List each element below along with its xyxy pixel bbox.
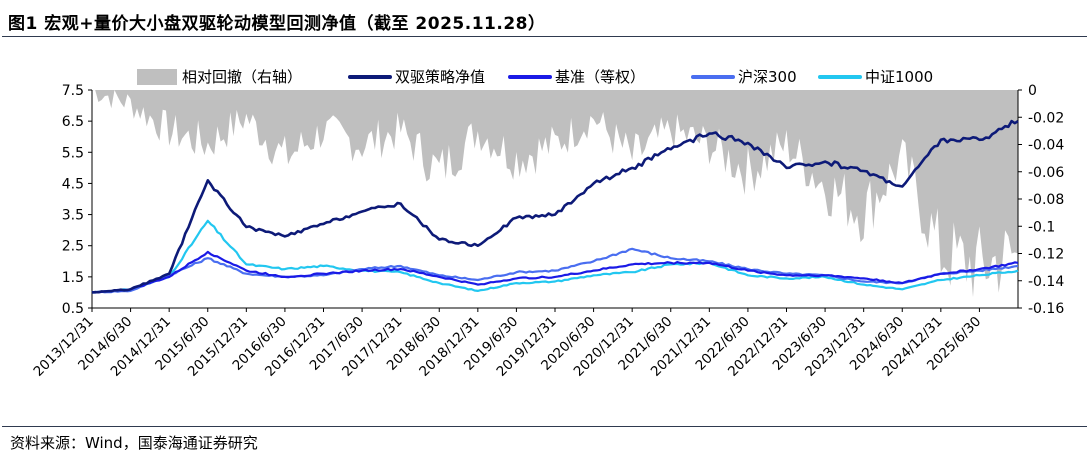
legend-label-0: 相对回撤（右轴） <box>182 68 302 86</box>
y-left-tick-label: 6.5 <box>62 114 84 130</box>
y-right-tick-label: -0.12 <box>1028 247 1064 263</box>
series-line-2 <box>91 250 1019 294</box>
y-left-tick-label: 4.5 <box>62 176 84 192</box>
figure-title: 图1 宏观+量价大小盘双驱轮动模型回测净值（截至 2025.11.28） <box>8 9 545 34</box>
chart: 0.5 1.5 2.5 3.5 4.5 5.5 6.5 7.5 -0.16 -0.14 -0.12 -… <box>30 68 1064 380</box>
footer-divider <box>2 426 1087 427</box>
y-left-tick-label: 3.5 <box>62 208 84 224</box>
y-right-tick-label: -0.08 <box>1028 192 1064 208</box>
y-left-tick-label: 0.5 <box>62 301 84 317</box>
legend-label-1: 双驱策略净值 <box>395 68 485 86</box>
header-divider <box>2 36 1087 37</box>
legend-label-2: 基准（等权） <box>555 68 645 86</box>
series-line-3 <box>91 119 1019 294</box>
legend-swatch-drawdown <box>137 69 177 85</box>
drawdown-area-layer <box>92 90 1018 298</box>
y-left-tick-label: 7.5 <box>62 83 84 99</box>
legend-label-3: 沪深300 <box>738 68 797 86</box>
legend: 相对回撤（右轴） 双驱策略净值 基准（等权） 沪深300 中证1000 <box>137 68 933 86</box>
y-right-tick-label: -0.04 <box>1028 138 1064 154</box>
y-right-tick-label: -0.16 <box>1028 301 1064 317</box>
series-line-0 <box>91 219 1019 294</box>
y-right-tick-label: -0.14 <box>1028 274 1064 290</box>
series-lines <box>91 119 1019 294</box>
figure-title-label: 图1 <box>8 14 38 34</box>
y-right-tick-label: -0.06 <box>1028 165 1064 181</box>
series-line-1 <box>91 247 1019 294</box>
figure-source: 资料来源：Wind，国泰海通证券研究 <box>10 434 258 452</box>
drawdown-area <box>92 90 1018 298</box>
figure-header: 图1 宏观+量价大小盘双驱轮动模型回测净值（截至 2025.11.28） <box>0 0 1089 34</box>
y-left-tick-label: 5.5 <box>62 145 84 161</box>
y-right-tick-label: -0.02 <box>1028 110 1064 126</box>
legend-label-4: 中证1000 <box>865 68 933 86</box>
y-right-tick-label: 0 <box>1028 83 1037 99</box>
y-left-tick-label: 2.5 <box>62 239 84 255</box>
figure-title-text: 宏观+量价大小盘双驱轮动模型回测净值（截至 2025.11.28） <box>44 14 546 34</box>
y-right-tick-label: -0.1 <box>1028 219 1055 235</box>
y-left-tick-label: 1.5 <box>62 270 84 286</box>
